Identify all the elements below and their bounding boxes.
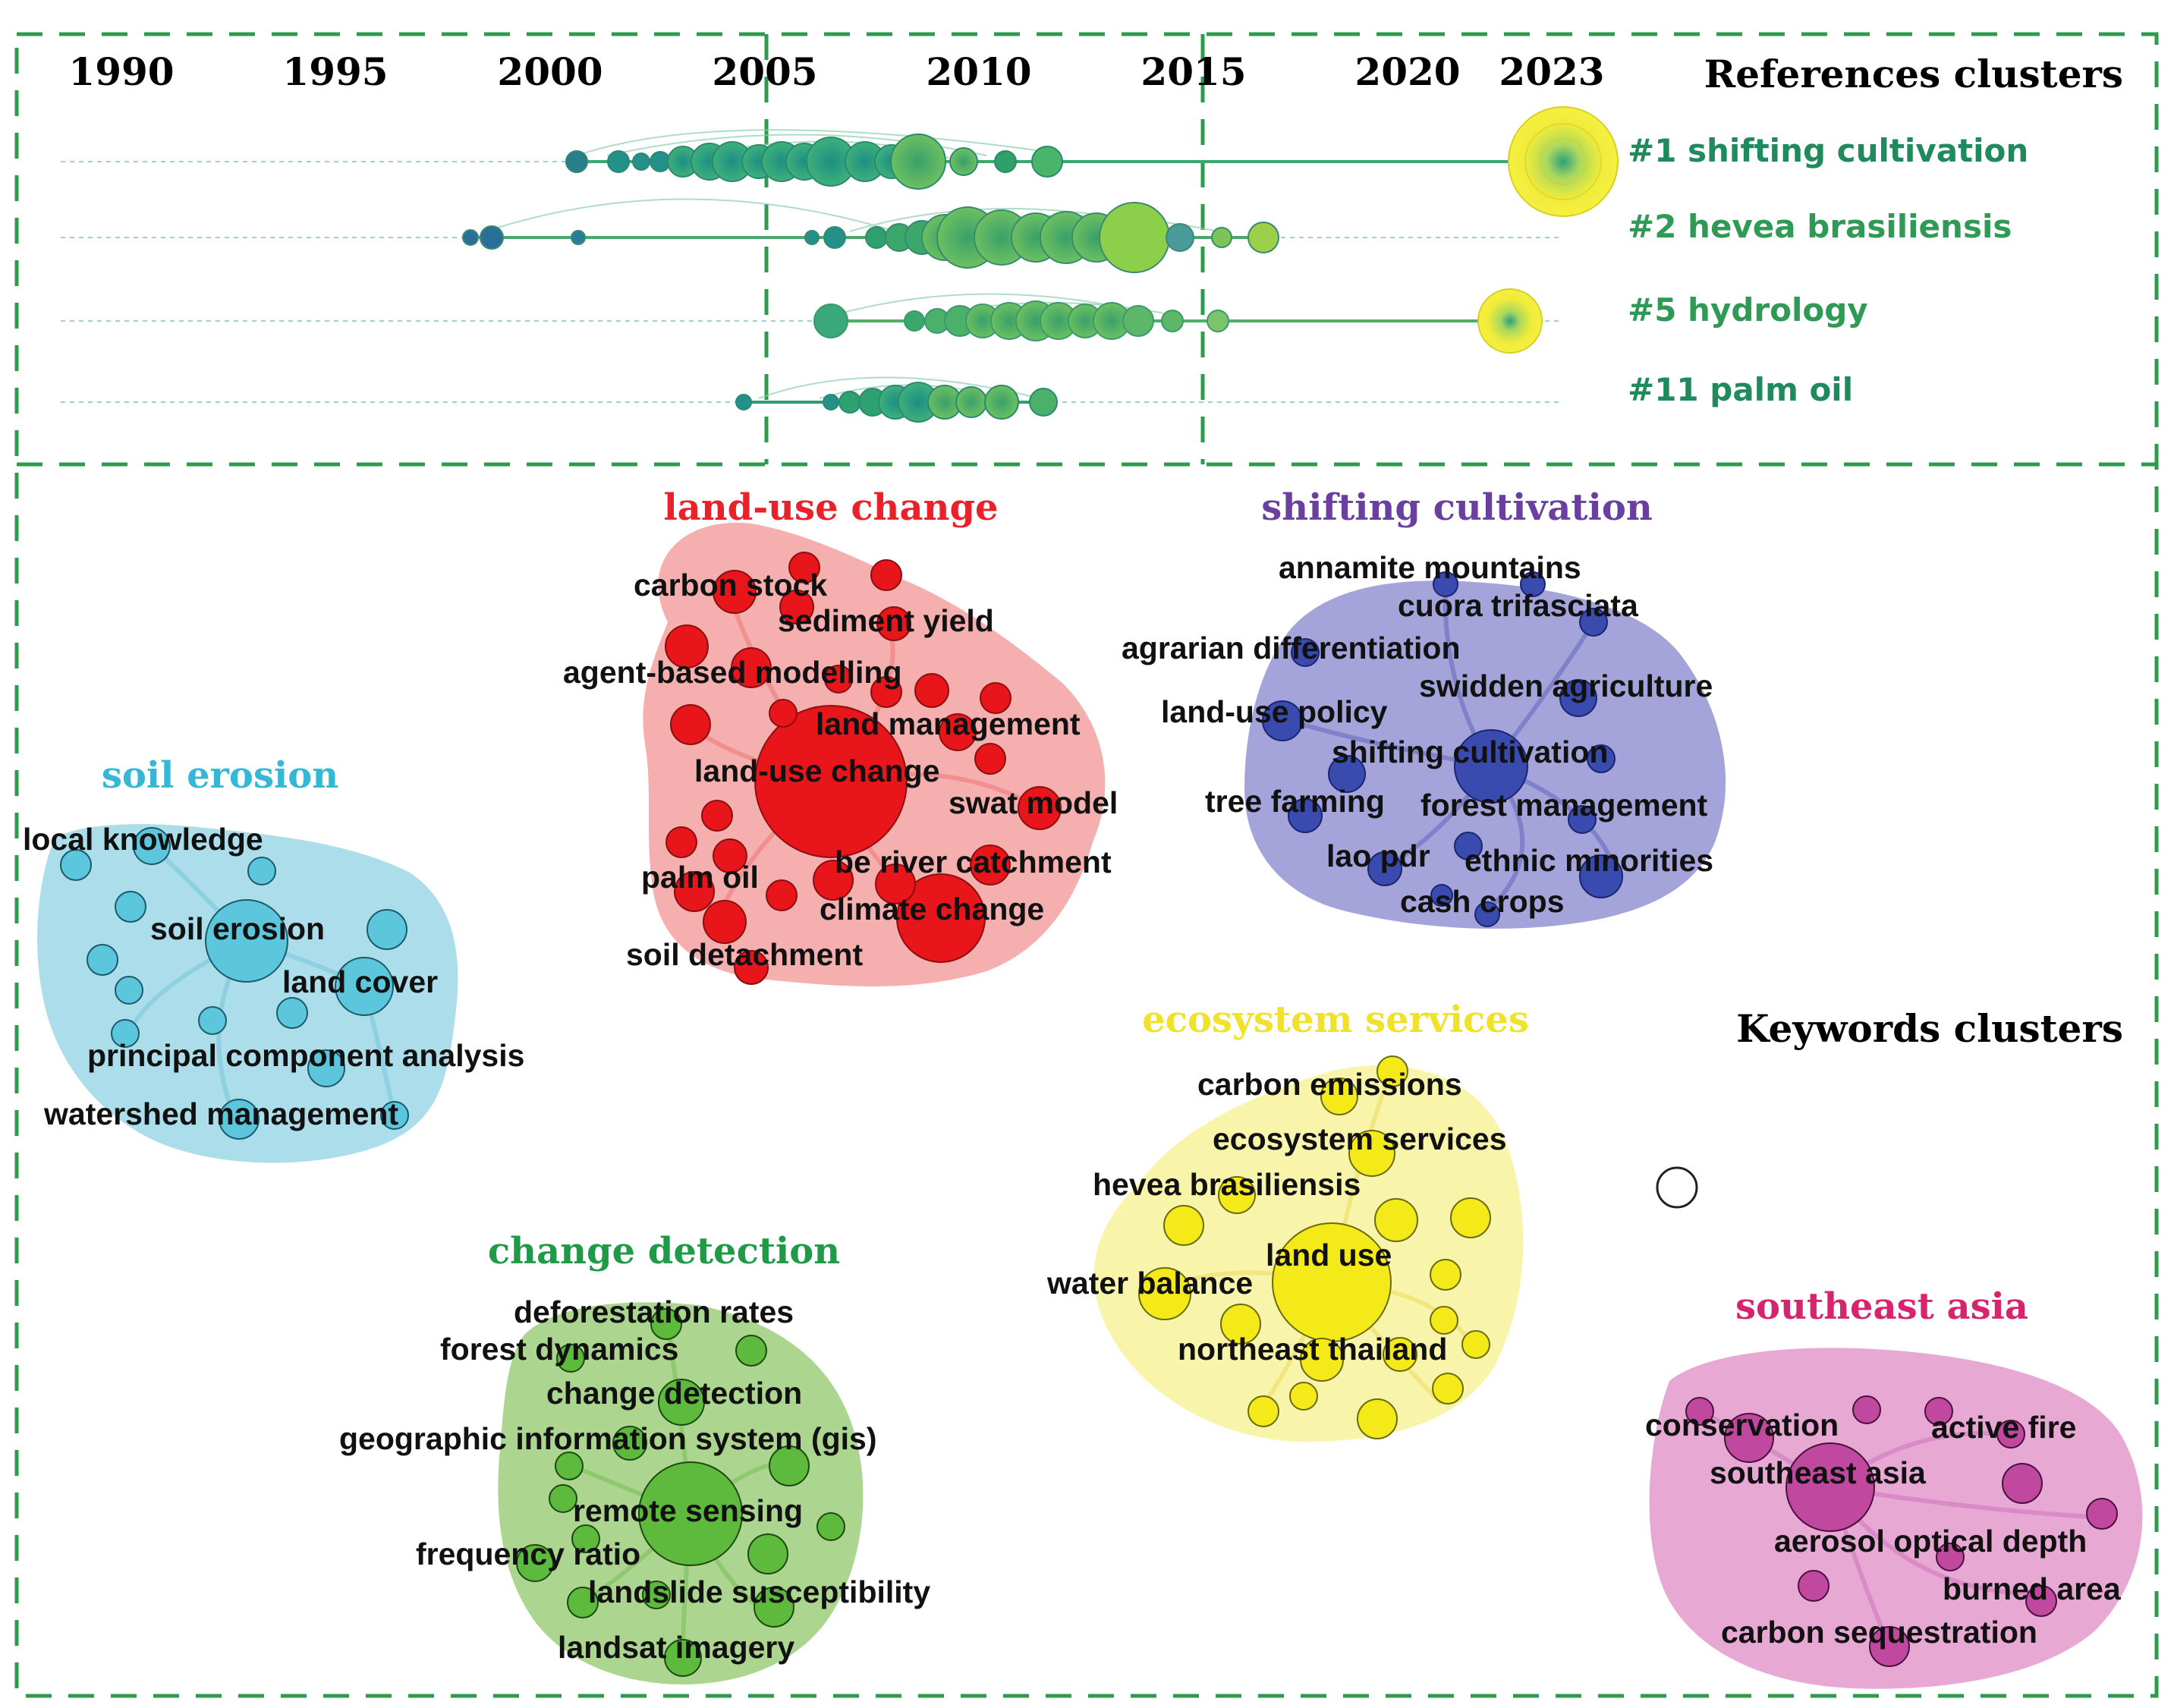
references-clusters-title: References clusters	[1704, 52, 2123, 96]
year-axis: 1990 1995 2000 2005 2010 2015 2020 2023	[68, 49, 1604, 94]
keyword-label: land-use change	[694, 753, 940, 788]
ref-cluster-11-nodes	[735, 382, 1058, 423]
keyword-label: agent-based modelling	[563, 655, 902, 690]
keyword-label: tree farming	[1205, 784, 1385, 819]
cluster-southeast-asia: southeast asia conservation active fire …	[1645, 1285, 2143, 1689]
cluster-shifting-cultivation: shifting cultivation annamite mountains …	[1122, 486, 1726, 929]
keyword-label: water balance	[1046, 1266, 1253, 1301]
keyword-label: cash crops	[1400, 884, 1565, 919]
keyword-label: carbon emissions	[1197, 1067, 1462, 1102]
keyword-label: hevea brasiliensis	[1093, 1167, 1361, 1202]
ref-cluster-labels: #1 shifting cultivation #2 hevea brasili…	[1628, 132, 2028, 408]
keyword-label: climate change	[820, 892, 1044, 926]
ref-cluster-label: #1 shifting cultivation	[1628, 132, 2028, 169]
keyword-label: ethnic minorities	[1465, 843, 1713, 878]
keyword-label: be river catchment	[835, 845, 1112, 879]
keyword-label: swidden agriculture	[1419, 668, 1713, 703]
timeline-tracks	[61, 160, 1563, 404]
keyword-label: forest dynamics	[440, 1332, 678, 1367]
cluster-title: land-use change	[663, 486, 998, 529]
keyword-label: aerosol optical depth	[1774, 1524, 2087, 1559]
year-label: 2005	[712, 49, 817, 94]
keyword-label: ecosystem services	[1213, 1121, 1507, 1156]
keyword-label: burned area	[1943, 1571, 2122, 1606]
keyword-label: forest management	[1420, 788, 1708, 823]
cluster-title: change detection	[488, 1230, 840, 1272]
keyword-label: soil detachment	[626, 937, 863, 972]
ref-cluster-label: #2 hevea brasiliensis	[1628, 208, 2012, 245]
keyword-label: local knowledge	[23, 822, 263, 857]
keyword-label: agrarian differentiation	[1122, 631, 1461, 665]
keyword-label: northeast thailand	[1178, 1332, 1447, 1367]
keyword-label: frequency ratio	[416, 1537, 640, 1571]
year-label: 2020	[1354, 49, 1460, 94]
ref-cluster-label: #5 hydrology	[1628, 291, 1868, 329]
keyword-label: land cover	[282, 964, 438, 999]
ref-cluster-5-nodes	[813, 288, 1543, 354]
year-label: 2000	[497, 49, 602, 94]
keyword-label: geographic information system (gis)	[339, 1421, 877, 1456]
cluster-change-detection: change detection deforestation rates for…	[339, 1230, 930, 1684]
cluster-title: shifting cultivation	[1261, 486, 1652, 529]
keyword-label: conservation	[1645, 1408, 1839, 1442]
frame	[14, 32, 2159, 1698]
ref-cluster-1-nodes	[565, 106, 1619, 217]
cluster-title: southeast asia	[1735, 1285, 2028, 1328]
keyword-label: southeast asia	[1710, 1455, 1927, 1490]
keyword-label: shifting cultivation	[1332, 734, 1608, 769]
keyword-label: sediment yield	[778, 603, 994, 638]
isolated-node	[1656, 1166, 1698, 1209]
keyword-label: palm oil	[641, 860, 759, 895]
keyword-label: active fire	[1931, 1410, 2076, 1445]
keyword-label: carbon stock	[634, 568, 827, 602]
keyword-label: change detection	[546, 1376, 802, 1411]
keyword-label: deforestation rates	[514, 1294, 794, 1329]
keyword-label: remote sensing	[573, 1493, 803, 1528]
keywords-clusters-title: Keywords clusters	[1736, 1006, 2123, 1051]
cluster-title: soil erosion	[102, 754, 338, 797]
keyword-label: cuora trifasciata	[1398, 588, 1639, 623]
year-label: 1995	[282, 49, 388, 94]
keyword-label: lao pdr	[1326, 838, 1430, 873]
keyword-label: landsat imagery	[558, 1630, 794, 1665]
year-label: 2023	[1499, 49, 1604, 94]
keyword-label: soil erosion	[150, 911, 325, 946]
keyword-label: swat model	[949, 785, 1118, 820]
ref-cluster-2-nodes	[462, 202, 1279, 273]
cluster-ecosystem-services: ecosystem services carbon emissions ecos…	[1046, 999, 1529, 1442]
keyword-label: watershed management	[43, 1096, 398, 1131]
year-label: 2015	[1140, 49, 1246, 94]
keyword-label: principal component analysis	[87, 1038, 524, 1073]
cluster-land-use-change: land-use change carbon stock sediment yi…	[563, 486, 1118, 986]
cluster-soil-erosion: soil erosion local knowledge soil erosio…	[23, 754, 524, 1163]
year-label: 1990	[68, 49, 174, 94]
ref-cluster-label: #11 palm oil	[1628, 371, 1853, 408]
cluster-title: ecosystem services	[1142, 999, 1529, 1041]
keyword-label: land use	[1266, 1238, 1392, 1272]
keyword-label: land-use policy	[1161, 694, 1388, 729]
keyword-label: annamite mountains	[1279, 550, 1581, 585]
keyword-label: carbon sequestration	[1721, 1615, 2037, 1650]
year-label: 2010	[926, 49, 1031, 94]
keyword-label: land management	[816, 706, 1081, 741]
keyword-label: landslide susceptibility	[588, 1574, 930, 1609]
